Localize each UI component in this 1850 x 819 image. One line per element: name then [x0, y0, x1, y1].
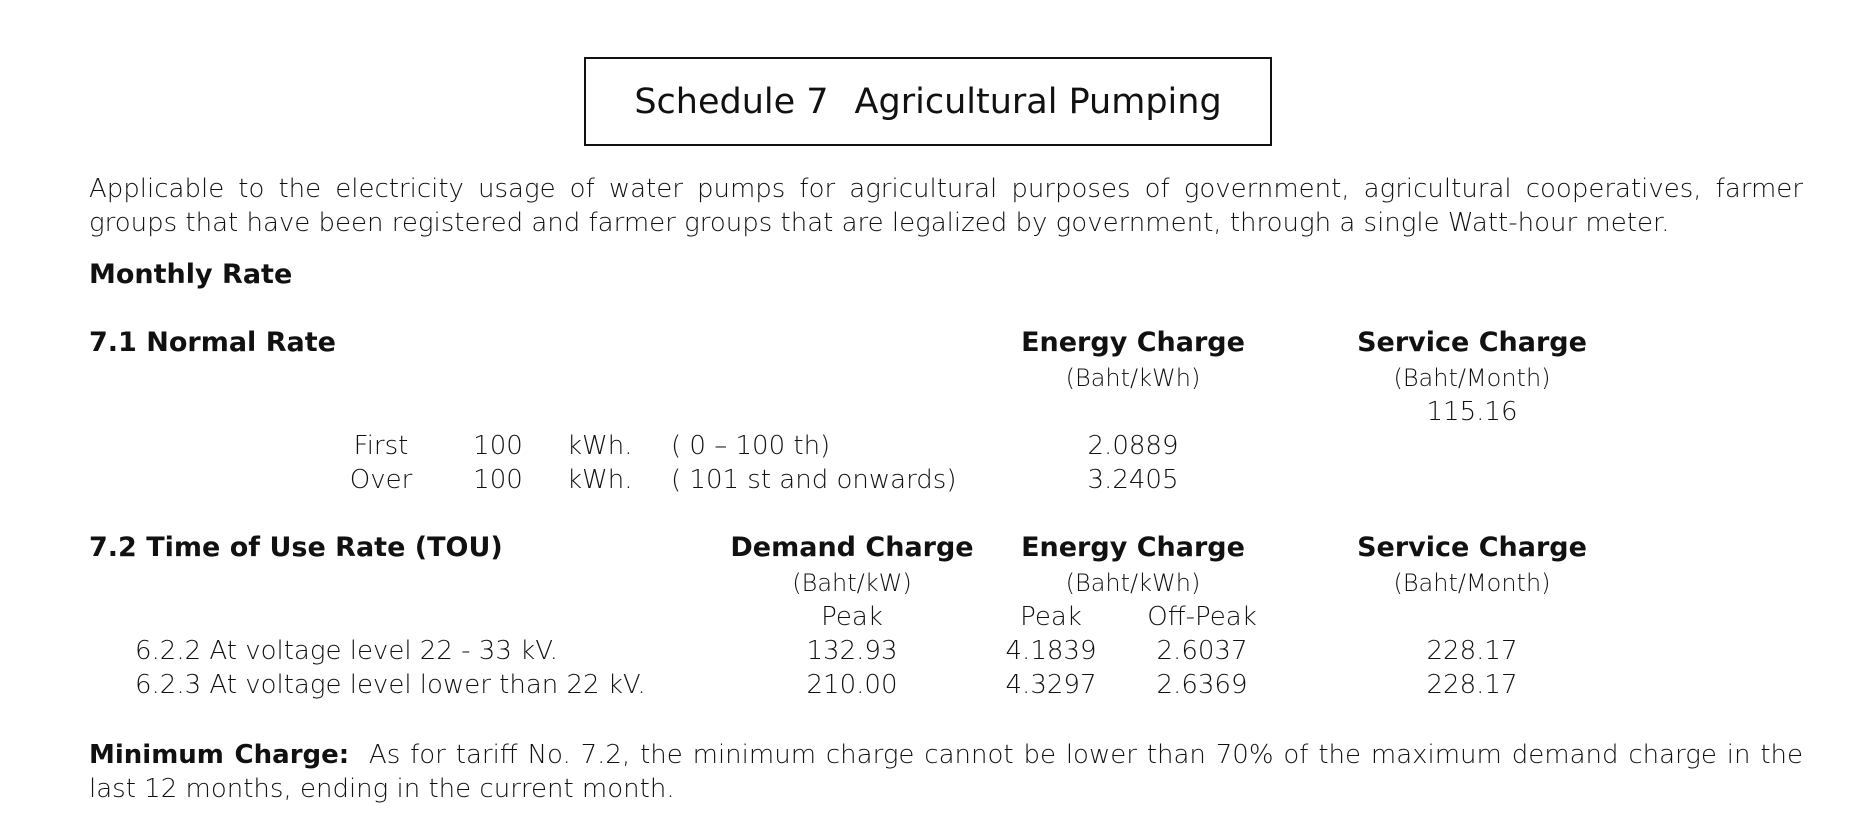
minimum-charge-text: As for tariff No. 7.2, the minimum charg… — [89, 740, 1804, 804]
service-charge-value: 115.16 — [1426, 397, 1518, 427]
tou-energy-charge-unit: (Baht/kWh) — [1065, 569, 1201, 597]
normal-rate-heading: 7.1 Normal Rate — [89, 327, 336, 358]
tou-row-offpeak: 2.6037 — [1156, 636, 1248, 666]
energy-peak-label: Peak — [1020, 602, 1082, 632]
normal-row-range: ( 101 st and onwards) — [671, 465, 957, 495]
normal-row-label: First — [353, 431, 409, 461]
tou-service-charge-unit: (Baht/Month) — [1393, 569, 1551, 597]
tou-row-service: 228.17 — [1426, 670, 1518, 700]
tou-row-offpeak: 2.6369 — [1156, 670, 1248, 700]
service-charge-header: Service Charge — [1357, 327, 1587, 358]
monthly-rate-heading: Monthly Rate — [89, 259, 293, 290]
normal-row-label: Over — [349, 465, 413, 495]
service-charge-unit: (Baht/Month) — [1393, 364, 1551, 392]
tou-energy-charge-header: Energy Charge — [1021, 532, 1245, 563]
normal-row-unit: kWh. — [567, 431, 633, 461]
normal-row-energy: 2.0889 — [1087, 431, 1179, 461]
normal-row-amount: 100 — [473, 465, 523, 495]
demand-charge-header: Demand Charge — [730, 532, 974, 563]
schedule-number: Schedule 7 — [634, 81, 829, 122]
normal-row-energy: 3.2405 — [1087, 465, 1179, 495]
demand-peak-label: Peak — [821, 602, 883, 632]
intro-paragraph: Applicable to the electricity usage of w… — [89, 174, 1803, 238]
energy-charge-unit: (Baht/kWh) — [1065, 364, 1201, 392]
tou-service-charge-header: Service Charge — [1357, 532, 1587, 563]
energy-offpeak-label: Off-Peak — [1147, 602, 1257, 632]
tou-rate-heading: 7.2 Time of Use Rate (TOU) — [89, 532, 503, 563]
normal-row-unit: kWh. — [567, 465, 633, 495]
demand-charge-unit: (Baht/kW) — [792, 569, 912, 597]
tou-row-demand: 132.93 — [806, 636, 898, 666]
tou-row-peak: 4.3297 — [1005, 670, 1097, 700]
schedule-name: Agricultural Pumping — [854, 81, 1222, 122]
minimum-charge-paragraph: Minimum Charge: As for tariff No. 7.2, t… — [89, 738, 1803, 806]
tou-row-service: 228.17 — [1426, 636, 1518, 666]
energy-charge-header: Energy Charge — [1021, 327, 1245, 358]
minimum-charge-label: Minimum Charge: — [89, 740, 350, 770]
normal-row-range: ( 0 – 100 th) — [671, 431, 831, 461]
tou-row-label: 6.2.2 At voltage level 22 - 33 kV. — [135, 636, 558, 666]
tou-row-demand: 210.00 — [806, 670, 898, 700]
schedule-title: Schedule 7 Agricultural Pumping — [584, 57, 1272, 146]
tou-row-label: 6.2.3 At voltage level lower than 22 kV. — [135, 670, 646, 700]
tou-row-peak: 4.1839 — [1005, 636, 1097, 666]
normal-row-amount: 100 — [473, 431, 523, 461]
